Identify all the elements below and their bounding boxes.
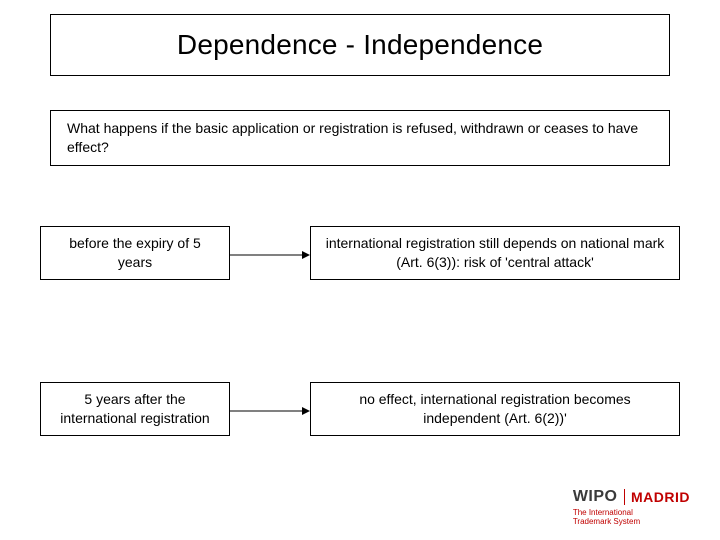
title-box: Dependence - Independence — [50, 14, 670, 76]
logo-tagline: The International Trademark System — [573, 508, 690, 526]
row2-right-text: no effect, international registration be… — [321, 390, 669, 428]
tagline-line1: The International — [573, 508, 690, 517]
logo-separator — [624, 489, 626, 505]
arrow-row2 — [230, 404, 310, 418]
madrid-logo-text: MADRID — [631, 489, 690, 505]
row1-right-box: international registration still depends… — [310, 226, 680, 280]
question-text: What happens if the basic application or… — [67, 119, 653, 157]
title-text: Dependence - Independence — [177, 29, 543, 61]
row1-left-text: before the expiry of 5 years — [51, 234, 219, 272]
tagline-line2: Trademark System — [573, 517, 690, 526]
slide: Dependence - Independence What happens i… — [0, 0, 720, 540]
brand-line: WIPO MADRID — [573, 488, 690, 506]
footer-logo: WIPO MADRID The International Trademark … — [573, 488, 690, 526]
row2-left-text: 5 years after the international registra… — [51, 390, 219, 428]
question-box: What happens if the basic application or… — [50, 110, 670, 166]
wipo-logo-text: WIPO — [573, 488, 618, 506]
row1-left-box: before the expiry of 5 years — [40, 226, 230, 280]
arrow-row1 — [230, 248, 310, 262]
row2-left-box: 5 years after the international registra… — [40, 382, 230, 436]
row2-right-box: no effect, international registration be… — [310, 382, 680, 436]
row1-right-text: international registration still depends… — [321, 234, 669, 272]
